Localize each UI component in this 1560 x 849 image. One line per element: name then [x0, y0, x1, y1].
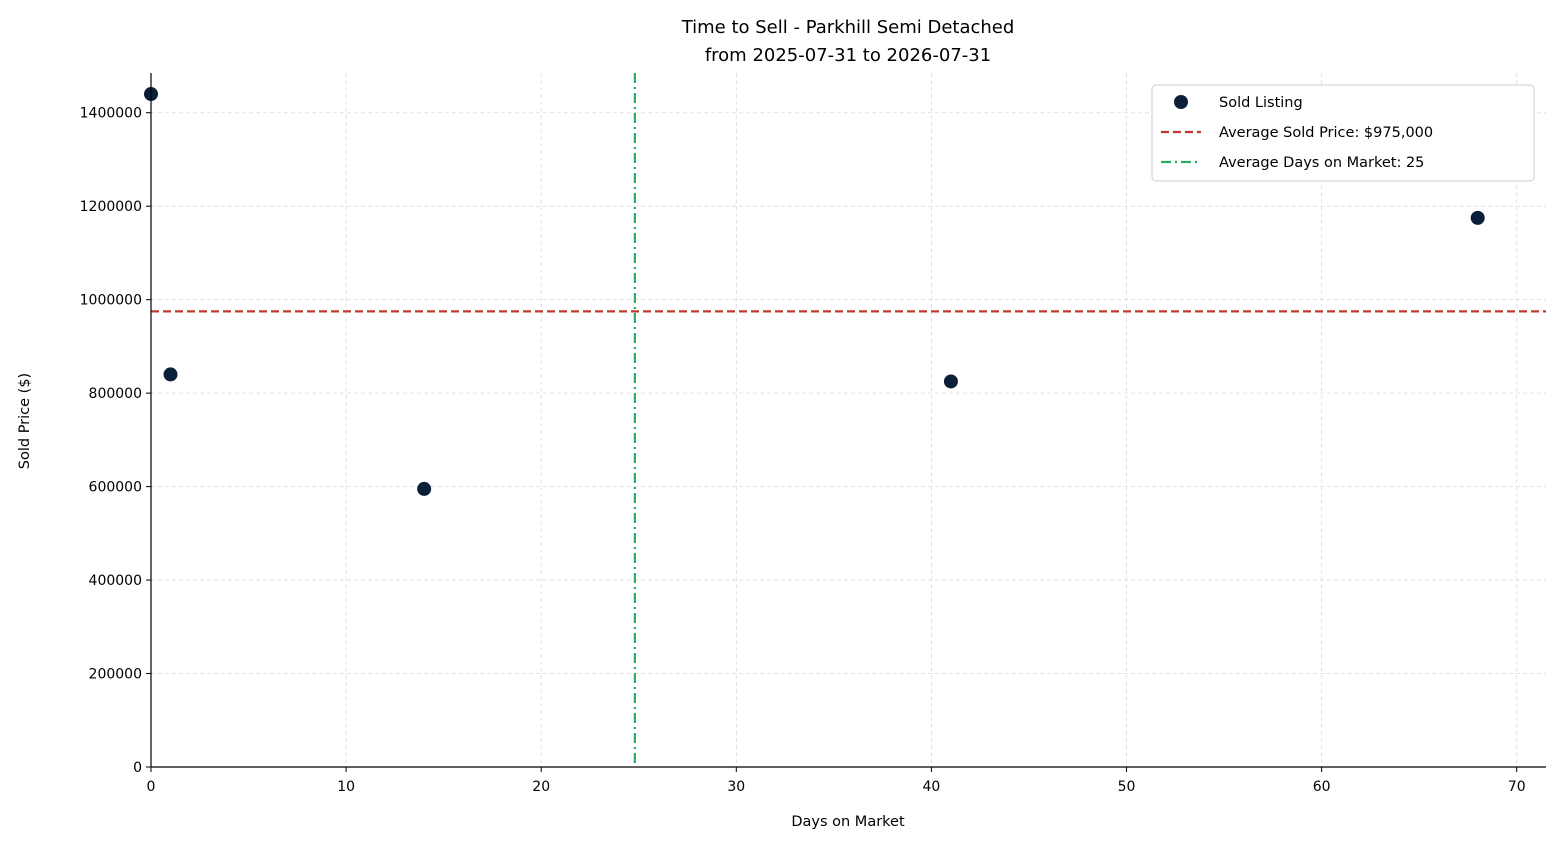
x-tick-label: 50: [1118, 779, 1136, 795]
x-tick-label: 10: [337, 779, 355, 795]
y-tick-label: 400000: [89, 573, 142, 589]
legend-marker-sold-listing: [1174, 95, 1188, 109]
y-tick-label: 200000: [89, 667, 142, 683]
x-tick-label: 0: [147, 779, 156, 795]
x-tick-label: 20: [532, 779, 550, 795]
chart-title-line1: Time to Sell - Parkhill Semi Detached: [681, 17, 1015, 38]
data-point: [163, 367, 178, 382]
x-tick-label: 70: [1508, 779, 1526, 795]
y-tick-label: 1200000: [80, 199, 142, 215]
legend-box: [1151, 84, 1535, 182]
x-tick-label: 40: [923, 779, 941, 795]
y-tick-label: 0: [133, 760, 142, 776]
tick-labels: 0 10 20 30 40 50 60 70 0 200000 400000 600000 800000…: [80, 106, 1526, 795]
y-tick-label: 1000000: [80, 293, 142, 309]
y-axis-title: Sold Price ($): [17, 373, 33, 469]
y-tick-label: 800000: [89, 386, 142, 402]
y-tick-label: 1400000: [80, 106, 142, 122]
data-points: [144, 87, 1485, 496]
data-point: [943, 374, 958, 389]
x-axis-title: Days on Market: [791, 814, 905, 830]
x-tick-label: 30: [727, 779, 745, 795]
axes: [146, 73, 1546, 772]
chart-title-line2: from 2025-07-31 to 2026-07-31: [705, 45, 991, 66]
y-tick-label: 600000: [89, 480, 142, 496]
x-tick-label: 60: [1313, 779, 1331, 795]
reference-lines: [151, 73, 1546, 767]
legend-label-average-price: Average Sold Price: $975,000: [1219, 125, 1433, 141]
data-point: [417, 481, 432, 496]
legend-label-sold-listing: Sold Listing: [1219, 95, 1303, 111]
data-point: [1470, 210, 1485, 225]
legend-label-average-days: Average Days on Market: 25: [1219, 155, 1424, 171]
legend: Sold Listing Average Sold Price: $975,00…: [1151, 84, 1535, 182]
